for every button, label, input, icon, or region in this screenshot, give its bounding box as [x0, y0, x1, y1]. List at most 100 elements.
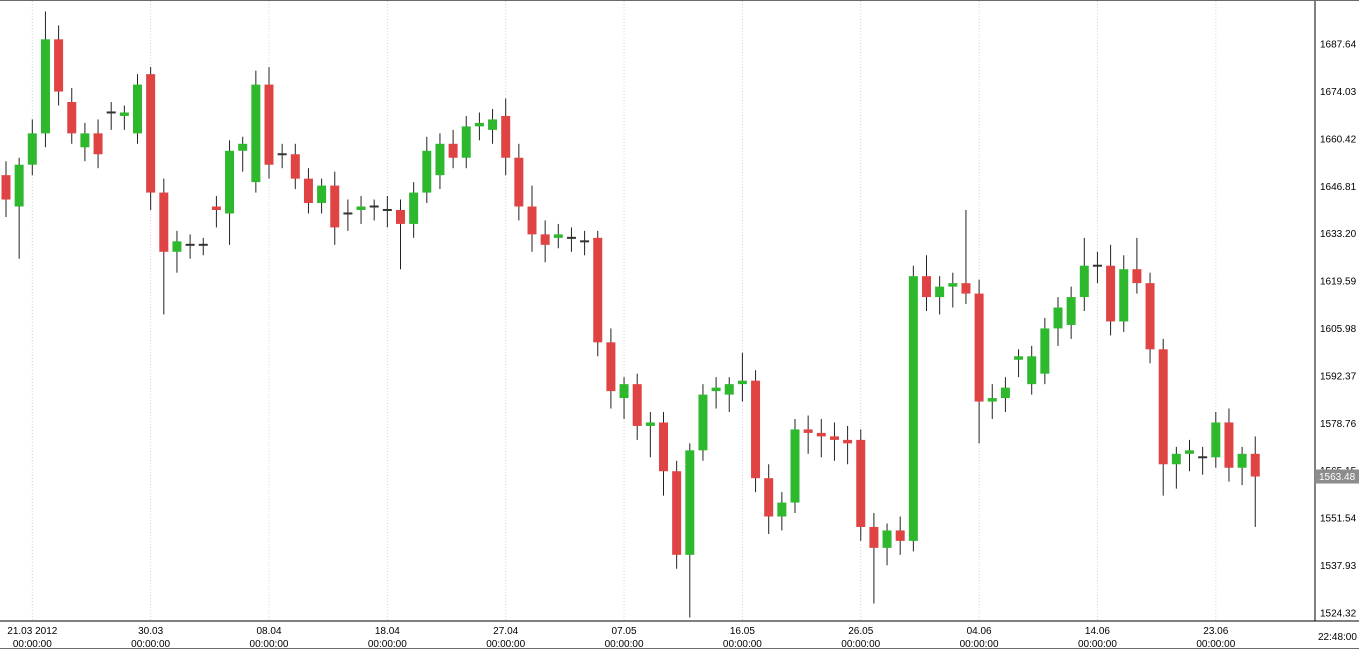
doji-candle[interactable]: [277, 153, 287, 156]
candle-body[interactable]: [1158, 349, 1168, 465]
candle-body[interactable]: [133, 84, 142, 134]
candle-body[interactable]: [659, 422, 668, 472]
candle-body[interactable]: [645, 422, 655, 426]
candle-body[interactable]: [790, 429, 800, 503]
candle-body[interactable]: [856, 439, 866, 527]
candle-body[interactable]: [93, 133, 103, 155]
candle-body[interactable]: [869, 526, 879, 548]
candle-body[interactable]: [409, 192, 419, 224]
candle-body[interactable]: [1053, 307, 1063, 329]
candle-body[interactable]: [448, 143, 458, 158]
date-label: 18.04: [375, 626, 400, 637]
candle-body[interactable]: [172, 241, 182, 252]
candle-body[interactable]: [514, 157, 524, 207]
candle-body[interactable]: [619, 384, 629, 399]
candle-body[interactable]: [948, 283, 958, 287]
candle-body[interactable]: [290, 154, 300, 179]
candle-body[interactable]: [40, 39, 50, 134]
candle-body[interactable]: [1014, 356, 1024, 360]
candle-body[interactable]: [1185, 450, 1194, 454]
candle-body[interactable]: [1224, 422, 1234, 468]
candle-body[interactable]: [27, 133, 37, 165]
doji-candle[interactable]: [369, 205, 379, 208]
doji-candle[interactable]: [1198, 456, 1208, 459]
candle-body[interactable]: [935, 286, 945, 298]
candle-body[interactable]: [435, 143, 445, 176]
candle-body[interactable]: [593, 237, 603, 343]
candle-body[interactable]: [764, 478, 774, 517]
candle-body[interactable]: [882, 530, 892, 548]
candle-body[interactable]: [80, 133, 90, 148]
candle-body[interactable]: [501, 115, 511, 158]
candle-body[interactable]: [803, 429, 813, 433]
candle-body[interactable]: [356, 206, 366, 210]
candle-body[interactable]: [685, 450, 695, 555]
candle-body[interactable]: [1145, 283, 1155, 350]
candle-body[interactable]: [672, 471, 682, 555]
candle-body[interactable]: [1000, 387, 1010, 399]
doji-candle[interactable]: [382, 208, 392, 211]
candle-body[interactable]: [1237, 453, 1247, 468]
doji-candle[interactable]: [185, 243, 195, 246]
candle-body[interactable]: [527, 206, 537, 235]
candle-body[interactable]: [895, 530, 905, 541]
candle-body[interactable]: [317, 185, 327, 204]
doji-candle[interactable]: [343, 212, 353, 215]
candle-body[interactable]: [922, 276, 931, 298]
doji-candle[interactable]: [198, 243, 208, 246]
candle-body[interactable]: [961, 283, 971, 294]
doji-candle[interactable]: [566, 236, 576, 239]
candle-body[interactable]: [540, 234, 550, 245]
candle-body[interactable]: [461, 126, 471, 158]
candle-body[interactable]: [396, 209, 405, 224]
candle-body[interactable]: [238, 143, 248, 151]
candle-body[interactable]: [974, 293, 984, 402]
candle-body[interactable]: [159, 192, 169, 252]
candle-body[interactable]: [1027, 356, 1037, 385]
candle-body[interactable]: [211, 206, 221, 210]
candle-body[interactable]: [829, 436, 839, 440]
candle-body[interactable]: [816, 432, 826, 437]
candle-body[interactable]: [1171, 453, 1181, 465]
candle-body[interactable]: [119, 112, 129, 116]
candle-body[interactable]: [474, 122, 484, 127]
doji-candle[interactable]: [580, 240, 590, 243]
candle-body[interactable]: [987, 398, 997, 402]
candle-body[interactable]: [1132, 269, 1142, 284]
candle-body[interactable]: [606, 342, 616, 392]
time-label: 00:00:00: [841, 639, 880, 649]
candle-body[interactable]: [146, 74, 156, 193]
candle-body[interactable]: [751, 380, 761, 479]
candle-body[interactable]: [843, 439, 853, 444]
candle-body[interactable]: [225, 150, 235, 214]
candle-body[interactable]: [1106, 265, 1116, 322]
candle-body[interactable]: [1, 175, 11, 200]
candle-body[interactable]: [698, 394, 708, 451]
candle-body[interactable]: [553, 234, 563, 238]
candle-body[interactable]: [1040, 328, 1050, 374]
candle-body[interactable]: [632, 384, 642, 426]
candle-body[interactable]: [264, 84, 274, 165]
candle-body[interactable]: [1066, 297, 1076, 325]
candle-body[interactable]: [330, 185, 340, 228]
candle-body[interactable]: [303, 178, 313, 204]
candle-body[interactable]: [1250, 453, 1260, 477]
candle-body[interactable]: [251, 84, 261, 183]
candle-body[interactable]: [1119, 269, 1129, 322]
candle-body[interactable]: [1211, 422, 1221, 458]
candle-body[interactable]: [14, 164, 24, 207]
candle-body[interactable]: [67, 102, 77, 134]
candle-body[interactable]: [737, 380, 747, 385]
price-axis-label: 1578.76: [1320, 419, 1357, 430]
candle-body[interactable]: [777, 502, 787, 517]
candle-body[interactable]: [908, 276, 918, 541]
candle-body[interactable]: [711, 387, 721, 392]
candle-body[interactable]: [1079, 265, 1089, 298]
doji-candle[interactable]: [1092, 264, 1102, 267]
candle-body[interactable]: [54, 39, 64, 92]
candle-body[interactable]: [488, 119, 498, 130]
candle-body[interactable]: [724, 384, 734, 395]
doji-candle[interactable]: [106, 111, 116, 114]
candle-body[interactable]: [422, 150, 432, 193]
